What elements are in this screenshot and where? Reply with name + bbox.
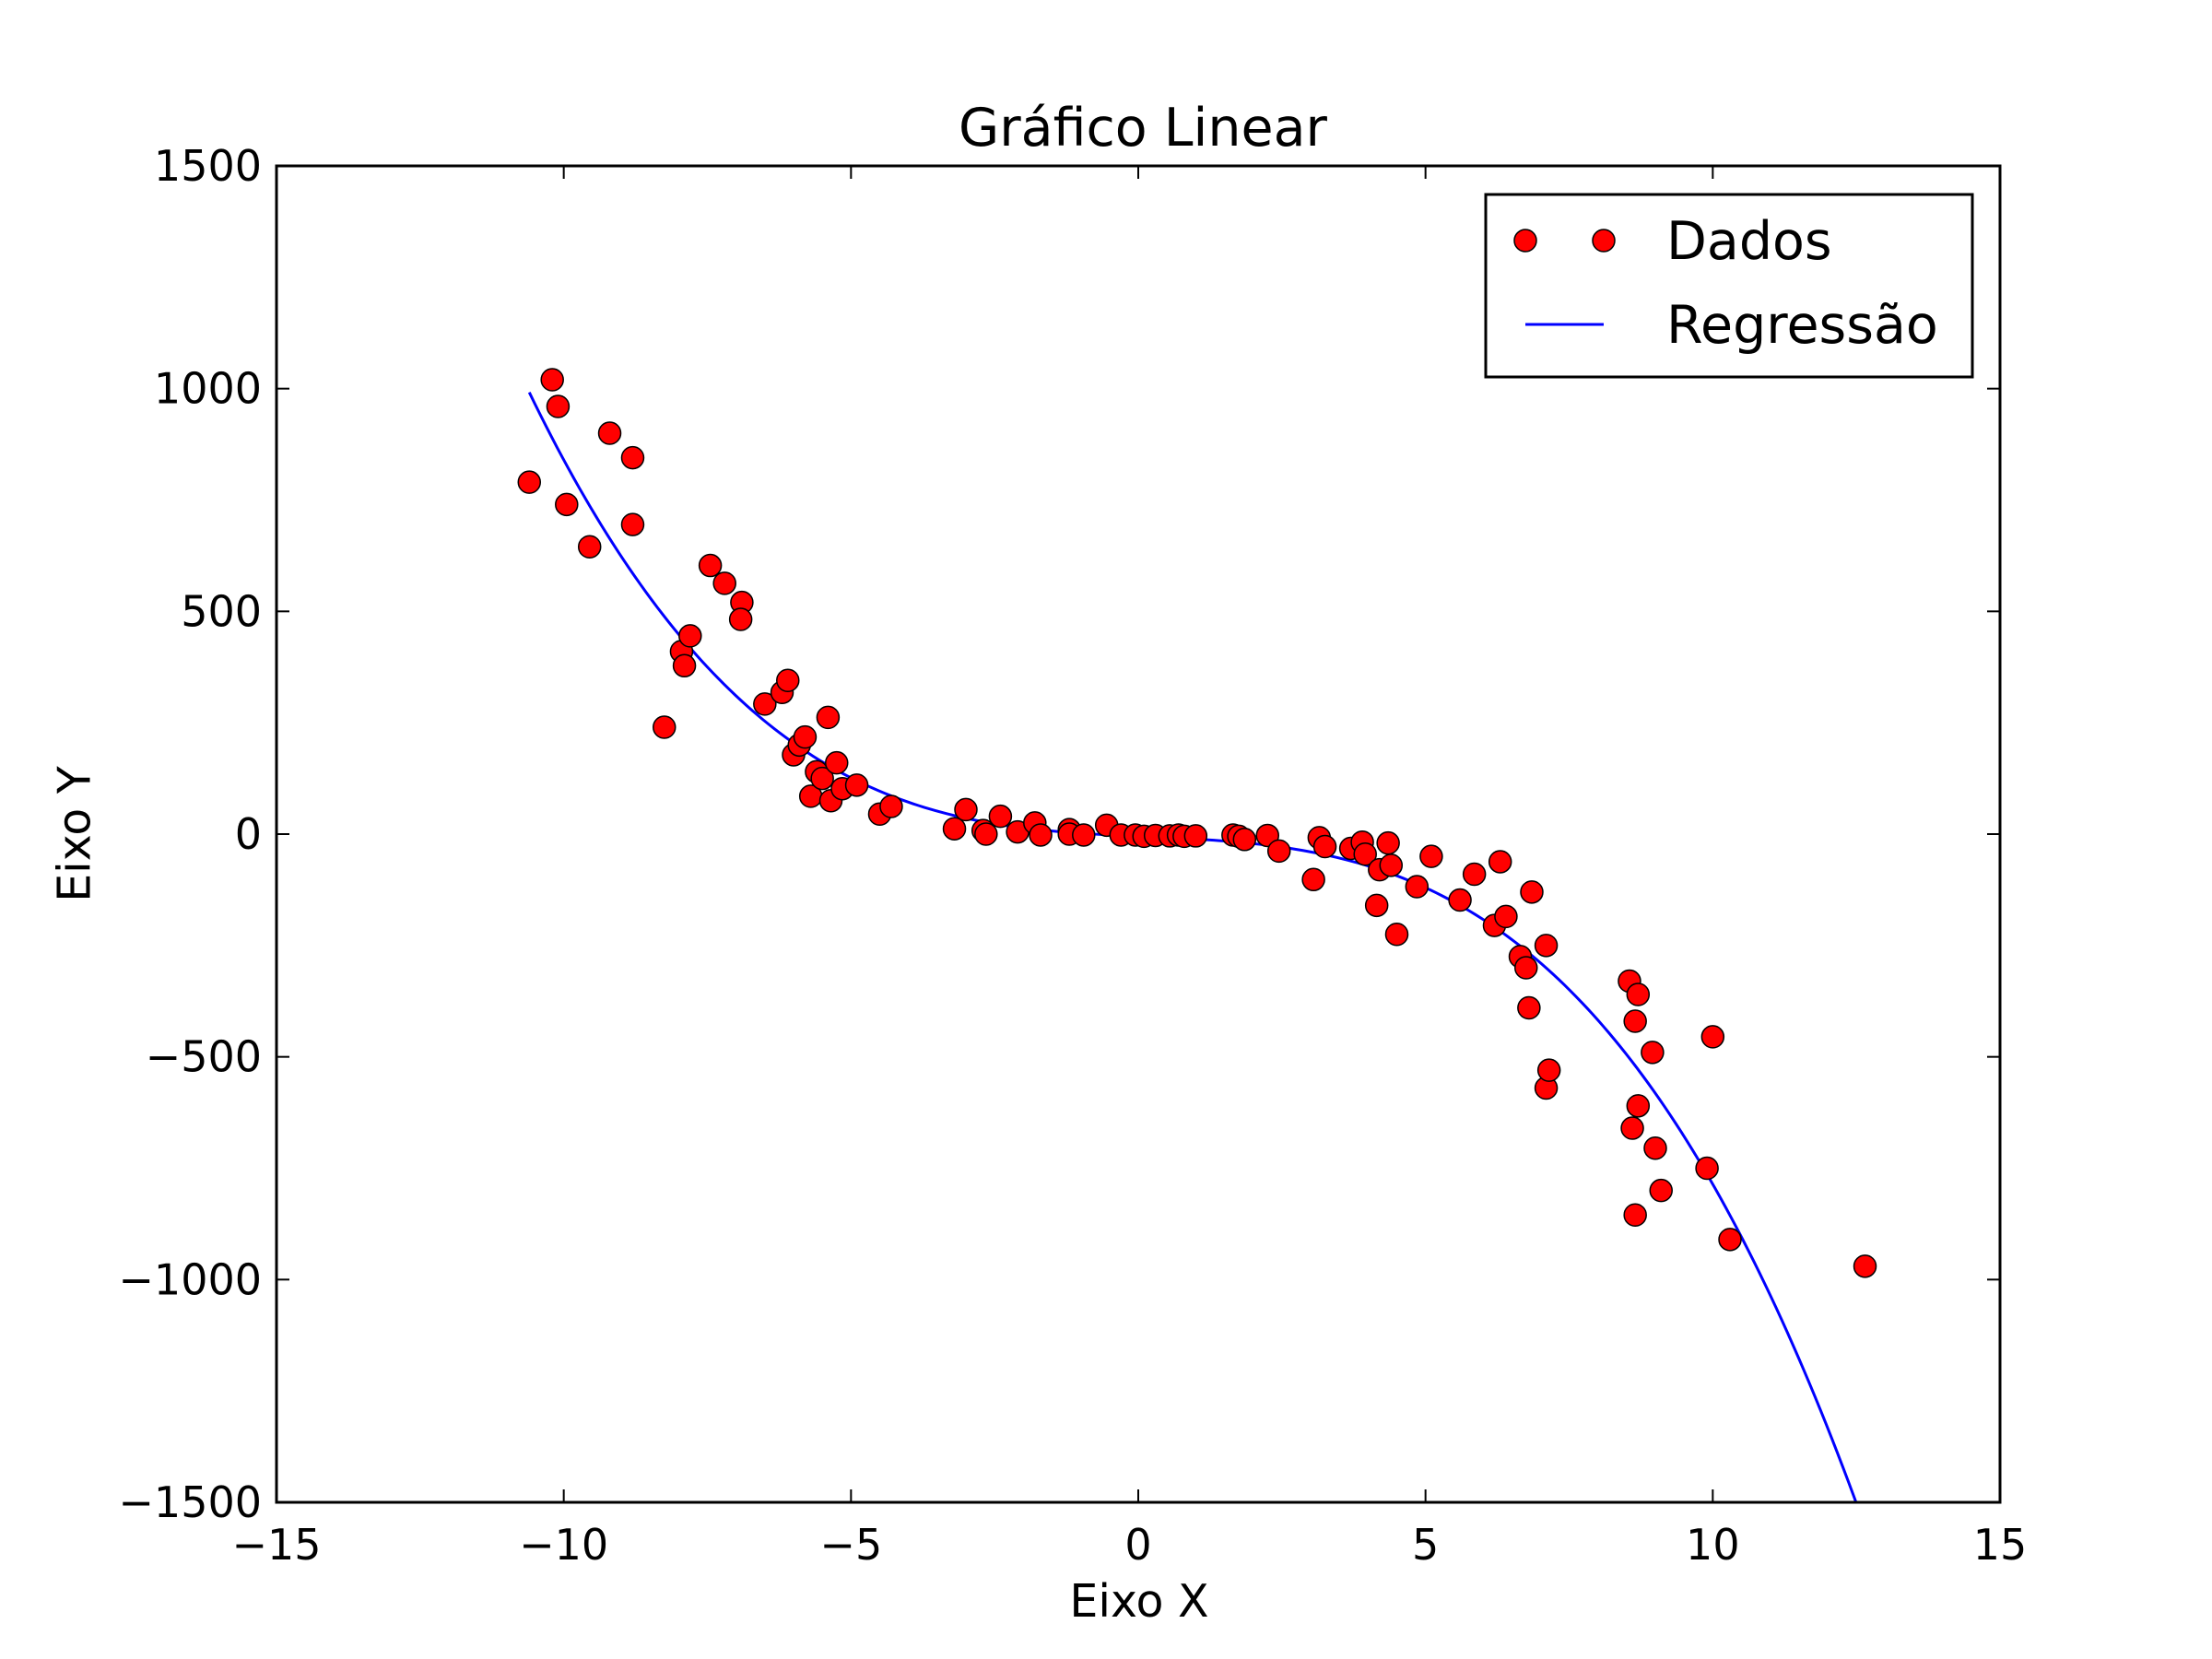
data-point xyxy=(1494,904,1518,929)
y-tick-label: 0 xyxy=(235,809,262,859)
chart-title: Gráfico Linear xyxy=(959,98,1327,159)
legend: Dados Regressão xyxy=(1484,193,1974,379)
data-point xyxy=(728,607,753,631)
x-axis-label: Eixo X xyxy=(1069,1575,1208,1628)
data-point xyxy=(555,492,579,517)
data-point xyxy=(597,421,622,445)
data-point xyxy=(1536,1058,1561,1082)
data-point xyxy=(879,794,903,818)
x-tick-label: −5 xyxy=(819,1520,882,1570)
legend-box xyxy=(1484,193,1974,379)
data-point xyxy=(540,368,564,392)
legend-label-dados: Dados xyxy=(1666,211,1832,272)
data-point xyxy=(1623,1009,1647,1033)
y-tick-label: −1000 xyxy=(118,1254,262,1304)
data-point xyxy=(1695,1156,1719,1181)
data-point xyxy=(1700,1025,1725,1049)
data-point xyxy=(1488,850,1512,874)
x-tick-label: −15 xyxy=(231,1520,321,1570)
data-point xyxy=(1641,1041,1665,1065)
data-point xyxy=(1183,824,1208,848)
data-point xyxy=(1462,862,1487,887)
data-point xyxy=(776,668,800,692)
y-tick-label: 1000 xyxy=(154,364,262,414)
data-point xyxy=(577,535,602,559)
data-point xyxy=(974,822,998,846)
y-tick-label: −1500 xyxy=(118,1477,262,1527)
data-point xyxy=(672,653,697,678)
data-point xyxy=(825,750,849,775)
data-point xyxy=(620,445,645,470)
data-point xyxy=(1364,893,1389,918)
y-tick-label: 1500 xyxy=(154,141,262,191)
data-point xyxy=(1301,867,1325,892)
data-point xyxy=(1520,880,1544,904)
x-axis-ticks: −15 −10 −5 0 5 10 15 xyxy=(231,166,2027,1570)
data-point xyxy=(1448,888,1472,912)
x-tick-label: 10 xyxy=(1686,1520,1740,1570)
data-point xyxy=(712,571,736,595)
data-point xyxy=(698,553,723,578)
data-point xyxy=(810,766,834,791)
data-point xyxy=(816,705,841,730)
x-tick-label: 15 xyxy=(1973,1520,2028,1570)
data-point xyxy=(1266,839,1291,864)
data-point xyxy=(942,817,967,841)
data-point xyxy=(1626,982,1651,1006)
y-tick-label: −500 xyxy=(146,1032,262,1082)
data-point xyxy=(1376,830,1400,855)
data-point xyxy=(1718,1228,1742,1252)
data-point xyxy=(753,692,777,716)
data-point xyxy=(1312,834,1337,859)
data-point xyxy=(1649,1178,1673,1203)
data-point xyxy=(1384,923,1409,947)
data-point xyxy=(1072,823,1096,847)
data-point xyxy=(1379,853,1404,877)
data-point xyxy=(988,804,1013,829)
x-tick-label: −10 xyxy=(519,1520,608,1570)
legend-label-regressao: Regressão xyxy=(1666,295,1938,356)
y-tick-label: 500 xyxy=(181,586,262,636)
data-point xyxy=(954,797,978,822)
data-point xyxy=(793,724,818,749)
legend-marker-dados-1 xyxy=(1513,229,1537,253)
data-point xyxy=(1514,956,1538,980)
data-point xyxy=(1623,1203,1647,1227)
y-axis-label: Eixo Y xyxy=(49,765,101,902)
data-point xyxy=(517,470,542,494)
legend-marker-dados-2 xyxy=(1592,229,1616,253)
data-point xyxy=(1232,828,1257,852)
data-point xyxy=(1643,1136,1667,1160)
data-point xyxy=(546,394,571,418)
data-point xyxy=(1620,1116,1644,1140)
data-point xyxy=(1534,934,1559,958)
data-point xyxy=(653,715,677,739)
data-point xyxy=(1029,823,1053,847)
data-point xyxy=(1626,1094,1651,1118)
data-point xyxy=(1405,875,1430,899)
data-point xyxy=(1517,995,1541,1020)
data-point xyxy=(1353,842,1377,866)
data-point xyxy=(678,624,702,648)
data-point xyxy=(844,773,869,797)
data-points-group xyxy=(517,368,1877,1278)
y-axis-ticks: −1500 −1000 −500 0 500 1000 1500 xyxy=(118,141,2000,1527)
x-tick-label: 0 xyxy=(1124,1520,1151,1570)
data-point xyxy=(620,512,645,536)
x-tick-label: 5 xyxy=(1412,1520,1439,1570)
data-point xyxy=(1853,1254,1877,1278)
data-point xyxy=(1419,844,1443,868)
